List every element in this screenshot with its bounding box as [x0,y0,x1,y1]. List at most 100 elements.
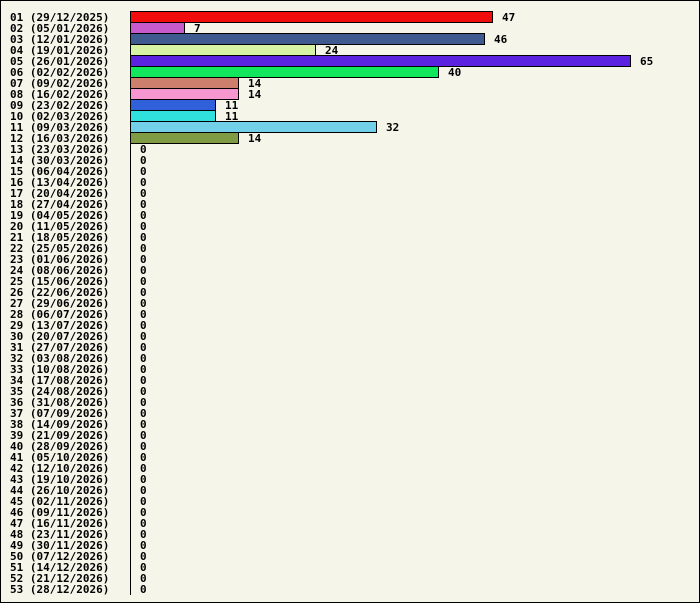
value-label: 32 [386,121,400,134]
category-label: 38 (14/09/2026) [10,418,110,431]
value-label: 0 [140,308,147,321]
value-label: 0 [140,330,147,343]
category-label: 15 (06/04/2026) [10,165,110,178]
category-label: 43 (19/10/2026) [10,473,110,486]
category-label: 42 (12/10/2026) [10,462,110,475]
value-label: 7 [194,22,201,35]
value-label: 0 [140,286,147,299]
value-label: 0 [140,187,147,200]
category-label: 44 (26/10/2026) [10,484,110,497]
value-label: 11 [225,110,239,123]
category-label: 10 (02/03/2026) [10,110,110,123]
value-label: 47 [502,11,516,24]
value-label: 0 [140,264,147,277]
category-label: 51 (14/12/2026) [10,561,110,574]
value-label: 0 [140,253,147,266]
value-label: 0 [140,319,147,332]
value-label: 24 [325,44,339,57]
category-label: 26 (22/06/2026) [10,286,110,299]
category-label: 21 (18/05/2026) [10,231,110,244]
value-label: 0 [140,352,147,365]
category-label: 04 (19/01/2026) [10,44,110,57]
category-label: 27 (29/06/2026) [10,297,110,310]
category-label: 17 (20/04/2026) [10,187,110,200]
category-label: 24 (08/06/2026) [10,264,110,277]
category-label: 36 (31/08/2026) [10,396,110,409]
value-label: 0 [140,176,147,189]
category-label: 18 (27/04/2026) [10,198,110,211]
category-label: 34 (17/08/2026) [10,374,110,387]
value-label: 46 [494,33,508,46]
category-label: 13 (23/03/2026) [10,143,110,156]
category-label: 23 (01/06/2026) [10,253,110,266]
category-label: 39 (21/09/2026) [10,429,110,442]
category-label: 32 (03/08/2026) [10,352,110,365]
category-label: 31 (27/07/2026) [10,341,110,354]
category-label: 19 (04/05/2026) [10,209,110,222]
category-label: 22 (25/05/2026) [10,242,110,255]
value-label: 14 [248,132,262,145]
value-label: 0 [140,275,147,288]
value-label: 0 [140,396,147,409]
category-label: 50 (07/12/2026) [10,550,110,563]
category-label: 52 (21/12/2026) [10,572,110,585]
value-label: 0 [140,209,147,222]
value-label: 0 [140,429,147,442]
value-label: 0 [140,528,147,541]
category-label: 02 (05/01/2026) [10,22,110,35]
value-label: 0 [140,517,147,530]
bar [130,11,493,23]
category-label: 09 (23/02/2026) [10,99,110,112]
category-label: 41 (05/10/2026) [10,451,110,464]
category-label: 03 (12/01/2026) [10,33,110,46]
value-label: 0 [140,495,147,508]
zero-axis-line [130,143,131,595]
category-label: 30 (20/07/2026) [10,330,110,343]
category-label: 16 (13/04/2026) [10,176,110,189]
category-label: 20 (11/05/2026) [10,220,110,233]
category-label: 48 (23/11/2026) [10,528,110,541]
category-label: 01 (29/12/2025) [10,11,110,24]
value-label: 0 [140,385,147,398]
value-label: 65 [640,55,654,68]
category-label: 35 (24/08/2026) [10,385,110,398]
category-label: 46 (09/11/2026) [10,506,110,519]
value-label: 0 [140,451,147,464]
value-label: 0 [140,341,147,354]
category-label: 12 (16/03/2026) [10,132,110,145]
category-label: 33 (10/08/2026) [10,363,110,376]
value-label: 0 [140,473,147,486]
value-label: 0 [140,363,147,376]
value-label: 0 [140,407,147,420]
value-label: 0 [140,143,147,156]
value-label: 0 [140,506,147,519]
category-label: 29 (13/07/2026) [10,319,110,332]
category-label: 08 (16/02/2026) [10,88,110,101]
category-label: 28 (06/07/2026) [10,308,110,321]
category-label: 40 (28/09/2026) [10,440,110,453]
value-label: 40 [448,66,462,79]
value-label: 11 [225,99,239,112]
value-label: 0 [140,550,147,563]
value-label: 0 [140,572,147,585]
bar [130,121,377,133]
value-label: 0 [140,154,147,167]
category-label: 53 (28/12/2026) [10,583,110,596]
value-label: 0 [140,220,147,233]
value-label: 0 [140,231,147,244]
value-label: 14 [248,88,262,101]
category-label: 25 (15/06/2026) [10,275,110,288]
value-label: 0 [140,462,147,475]
value-label: 0 [140,583,147,596]
category-label: 14 (30/03/2026) [10,154,110,167]
category-label: 37 (07/09/2026) [10,407,110,420]
value-label: 0 [140,561,147,574]
value-label: 0 [140,242,147,255]
value-label: 0 [140,418,147,431]
category-label: 11 (09/03/2026) [10,121,110,134]
category-label: 06 (02/02/2026) [10,66,110,79]
value-label: 0 [140,297,147,310]
bar [130,66,439,78]
value-label: 0 [140,165,147,178]
value-label: 0 [140,440,147,453]
